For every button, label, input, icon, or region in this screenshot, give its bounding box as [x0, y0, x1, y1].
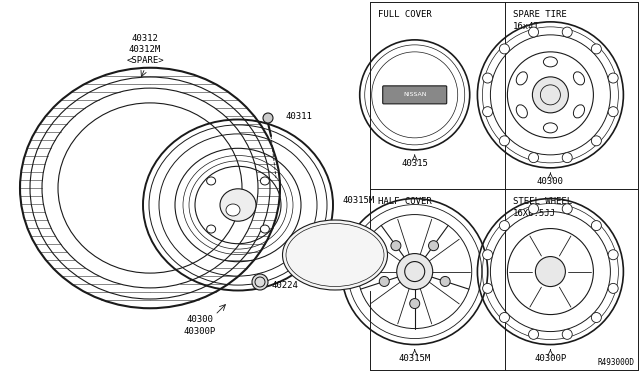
Text: NISSAN: NISSAN: [403, 92, 426, 97]
Circle shape: [562, 329, 572, 339]
Circle shape: [483, 283, 493, 294]
Ellipse shape: [207, 225, 216, 233]
Ellipse shape: [207, 177, 216, 185]
Text: 40224: 40224: [272, 282, 299, 291]
Text: 40300P: 40300P: [184, 327, 216, 337]
Text: R493000D: R493000D: [598, 358, 635, 367]
Circle shape: [440, 276, 450, 286]
Text: 40300P: 40300P: [534, 354, 566, 363]
Text: SPARE TIRE: SPARE TIRE: [513, 10, 566, 19]
Circle shape: [499, 312, 509, 323]
Circle shape: [252, 274, 268, 290]
Text: 40312: 40312: [132, 33, 159, 42]
Ellipse shape: [516, 105, 527, 118]
Circle shape: [608, 73, 618, 83]
Circle shape: [591, 44, 602, 54]
Circle shape: [483, 73, 493, 83]
Circle shape: [391, 241, 401, 251]
Circle shape: [591, 312, 602, 323]
Text: 40315M: 40315M: [343, 196, 375, 205]
Circle shape: [591, 136, 602, 146]
Circle shape: [608, 283, 618, 294]
Circle shape: [263, 113, 273, 123]
Circle shape: [532, 77, 568, 113]
Text: HALF COVER: HALF COVER: [378, 197, 431, 206]
Ellipse shape: [573, 72, 584, 85]
Text: FULL COVER: FULL COVER: [378, 10, 431, 19]
Text: 16X6.5JJ: 16X6.5JJ: [513, 209, 556, 218]
Circle shape: [608, 250, 618, 260]
Ellipse shape: [573, 105, 584, 118]
Circle shape: [562, 153, 572, 163]
Circle shape: [529, 153, 539, 163]
Circle shape: [536, 257, 565, 286]
Circle shape: [562, 204, 572, 214]
Text: 40300: 40300: [537, 177, 564, 186]
Circle shape: [499, 44, 509, 54]
FancyBboxPatch shape: [383, 86, 447, 104]
Text: 40300: 40300: [187, 315, 213, 324]
Ellipse shape: [260, 225, 269, 233]
Circle shape: [499, 221, 509, 231]
Circle shape: [483, 250, 493, 260]
Circle shape: [529, 27, 539, 37]
Ellipse shape: [543, 123, 557, 133]
Circle shape: [429, 241, 438, 251]
Circle shape: [529, 204, 539, 214]
Ellipse shape: [226, 204, 240, 216]
Text: <SPARE>: <SPARE>: [126, 55, 164, 64]
Circle shape: [410, 299, 420, 308]
Circle shape: [499, 136, 509, 146]
Text: STEEL WHEEL: STEEL WHEEL: [513, 197, 572, 206]
Ellipse shape: [220, 189, 256, 221]
Circle shape: [591, 221, 602, 231]
Circle shape: [380, 276, 389, 286]
Text: 40315: 40315: [401, 159, 428, 169]
Circle shape: [529, 329, 539, 339]
Circle shape: [397, 254, 433, 289]
Text: 40315M: 40315M: [399, 354, 431, 363]
Text: 40312M: 40312M: [129, 45, 161, 54]
Circle shape: [608, 107, 618, 117]
Ellipse shape: [516, 72, 527, 85]
Ellipse shape: [260, 177, 269, 185]
Circle shape: [562, 27, 572, 37]
Circle shape: [483, 107, 493, 117]
Text: 40311: 40311: [286, 112, 313, 121]
Ellipse shape: [543, 57, 557, 67]
Ellipse shape: [282, 220, 387, 290]
Text: 16x4T: 16x4T: [513, 22, 540, 31]
